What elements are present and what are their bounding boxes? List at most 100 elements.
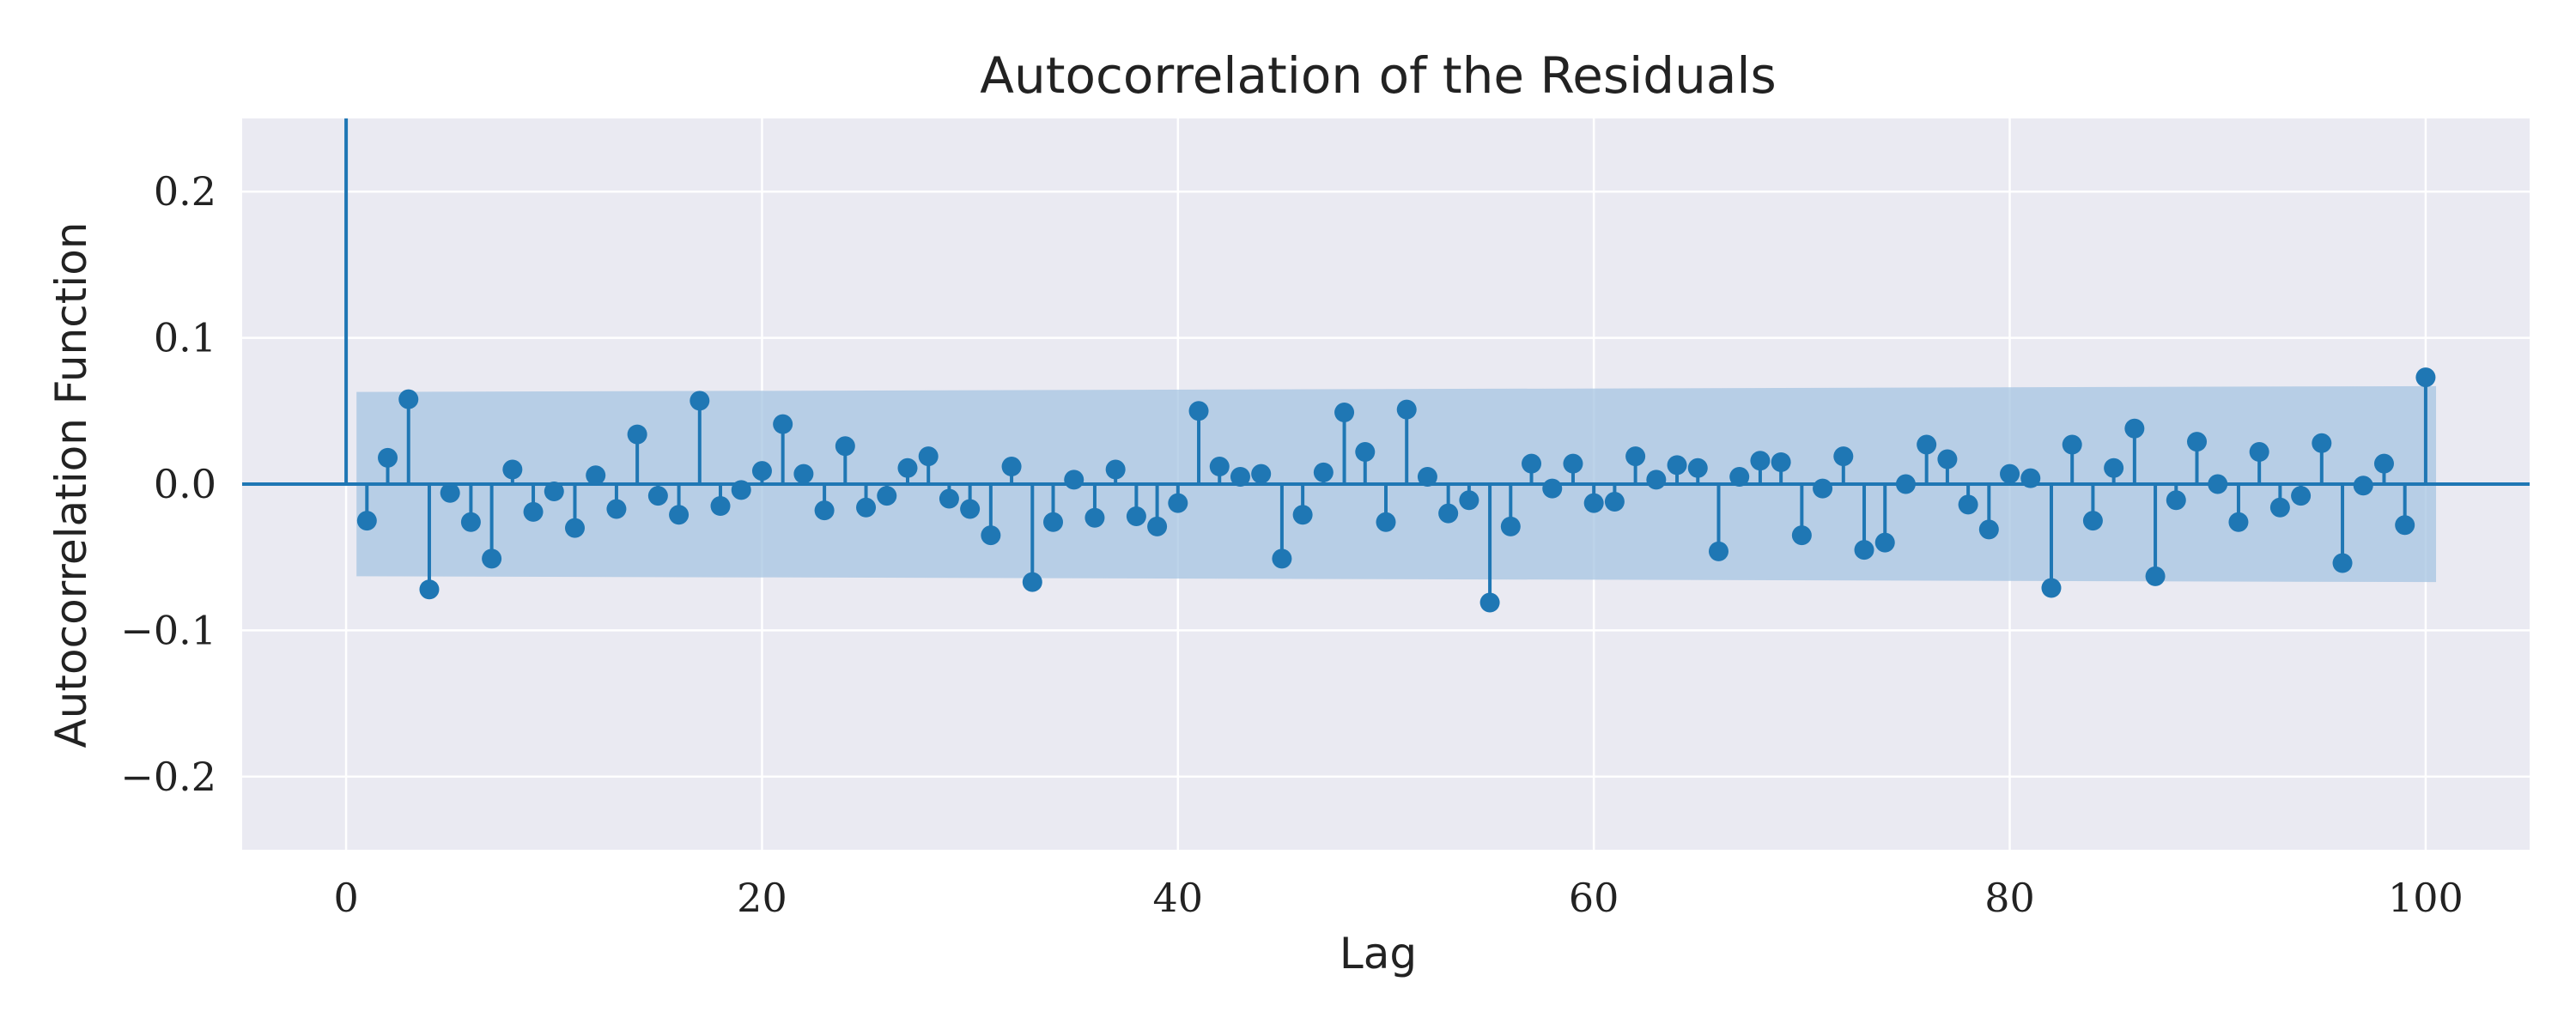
acf-point	[2249, 442, 2269, 463]
acf-point	[2020, 468, 2041, 488]
acf-point	[960, 499, 981, 519]
acf-point	[1064, 470, 1084, 490]
acf-point	[2208, 474, 2228, 494]
chart-title: Autocorrelation of the Residuals	[980, 46, 1776, 105]
acf-point	[586, 465, 606, 486]
acf-point	[2353, 476, 2373, 496]
acf-point	[2395, 515, 2415, 536]
acf-point	[2332, 553, 2353, 573]
x-tick-label: 40	[1153, 875, 1204, 921]
acf-point	[1084, 507, 1105, 528]
y-tick-label: −0.1	[120, 607, 216, 653]
acf-point	[773, 414, 793, 434]
acf-point	[1376, 512, 1396, 532]
acf-point	[2415, 367, 2436, 388]
acf-point	[1334, 403, 1355, 423]
acf-point	[1771, 451, 1791, 472]
acf-point	[1750, 451, 1771, 471]
acf-point	[2269, 497, 2290, 518]
acf-point	[1937, 449, 1958, 470]
acf-point	[378, 447, 398, 468]
acf-point	[1126, 506, 1146, 526]
acf-point	[2062, 434, 2082, 455]
acf-point	[1168, 493, 1188, 513]
acf-point	[1459, 490, 1479, 511]
acf-point	[606, 499, 627, 519]
acf-point	[1895, 474, 1916, 494]
acf-point	[1147, 516, 1168, 536]
acf-point	[877, 486, 897, 506]
acf-point	[1583, 493, 1604, 513]
acf-point	[1625, 446, 1646, 467]
acf-point	[1854, 540, 1874, 560]
y-axis-label: Autocorrelation Function	[46, 222, 96, 748]
acf-point	[856, 497, 877, 518]
acf-point	[1417, 466, 1437, 487]
y-tick-label: 0.1	[154, 315, 216, 361]
acf-point	[1563, 453, 1583, 474]
acf-point	[1396, 399, 1417, 420]
acf-point	[1105, 459, 1126, 480]
acf-point	[710, 496, 731, 517]
acf-point	[1355, 442, 1376, 463]
acf-point	[1708, 541, 1728, 561]
acf-point	[1500, 516, 1521, 536]
acf-point	[1043, 512, 1064, 532]
acf-point	[1917, 434, 1937, 455]
acf-point	[1313, 462, 1334, 482]
tick-labels: 0 20 40 60 80 100 −0.2 −0.1 0.0 0.1 0.2	[120, 168, 2464, 921]
acf-point	[1479, 592, 1500, 613]
acf-point	[897, 457, 918, 478]
acf-point	[2082, 511, 2103, 531]
acf-point	[2000, 464, 2020, 484]
acf-point	[1646, 470, 1667, 490]
acf-point	[1272, 548, 1292, 569]
acf-point	[1958, 494, 1978, 515]
acf-point	[523, 501, 544, 522]
acf-point	[835, 436, 855, 457]
x-tick-label: 60	[1569, 875, 1619, 921]
acf-point	[460, 512, 481, 532]
acf-point	[398, 389, 419, 409]
acf-point	[1292, 505, 1313, 525]
x-tick-label: 100	[2388, 875, 2464, 921]
acf-point	[2187, 432, 2208, 452]
acf-point	[627, 424, 647, 445]
acf-point	[482, 548, 502, 569]
acf-point	[751, 461, 772, 482]
x-axis-label: Lag	[1340, 929, 1417, 978]
acf-point	[669, 505, 690, 525]
acf-point	[1833, 446, 1854, 467]
acf-point	[1667, 455, 1687, 476]
acf-point	[1438, 503, 1459, 524]
x-tick-label: 0	[333, 875, 358, 921]
acf-point	[2166, 490, 2186, 511]
acf-point	[2145, 566, 2166, 586]
acf-point	[1604, 491, 1625, 512]
acf-point	[1978, 519, 1999, 540]
acf-point	[1209, 457, 1230, 477]
acf-point	[1729, 466, 1750, 487]
y-tick-label: −0.2	[120, 754, 216, 800]
acf-point	[2124, 418, 2145, 439]
acf-point	[981, 525, 1001, 546]
y-tick-label: 0.0	[154, 461, 216, 507]
acf-point	[502, 459, 523, 480]
y-tick-label: 0.2	[154, 168, 216, 215]
x-tick-label: 80	[1984, 875, 2035, 921]
acf-point	[2228, 512, 2249, 532]
acf-point	[1813, 478, 1833, 499]
acf-point	[793, 464, 814, 484]
acf-point	[419, 579, 440, 600]
acf-point	[1022, 572, 1042, 592]
acf-point	[440, 482, 460, 503]
acf-point	[1251, 464, 1272, 484]
acf-point	[1791, 525, 1812, 546]
acf-point	[2291, 486, 2312, 506]
acf-point	[544, 482, 564, 502]
stems-layer	[344, 118, 2436, 613]
acf-point	[731, 480, 751, 500]
acf-point	[1874, 532, 1895, 553]
acf-point	[2373, 453, 2394, 474]
